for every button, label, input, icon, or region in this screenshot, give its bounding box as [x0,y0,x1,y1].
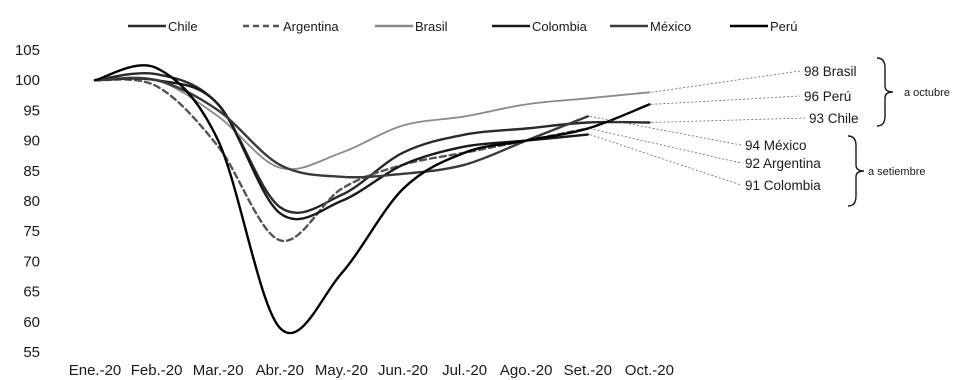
y-tick-label: 60 [23,314,40,331]
legend-label: Brasil [415,19,448,34]
series-line-argentina [93,78,589,243]
legend-label: Colombia [532,19,588,34]
annotation-leader [651,70,801,93]
series-line-peru [93,64,651,335]
x-tick-label: Jul.-20 [442,362,487,379]
y-tick-label: 80 [23,193,40,210]
annotation-label: 96 Perú [804,89,851,104]
x-tick-label: Jun.-20 [378,362,428,379]
group-brace [847,135,865,207]
x-tick-label: Oct.-20 [625,362,674,379]
legend-label: Argentina [283,19,339,34]
x-axis: Ene.-20 Feb.-20 Mar.-20 Abr.-20 May.-20 Jun.-… [69,362,674,379]
y-tick-label: 105 [15,42,40,59]
x-tick-label: Set.-20 [564,362,612,379]
legend-label: Perú [770,19,797,34]
annotation-leader [651,95,801,105]
annotation-label: 92 Argentina [745,156,821,171]
annotation-label: 94 México [745,138,807,153]
y-tick-label: 90 [23,133,40,150]
legend: Chile Argentina Brasil Colombia México Perú [128,19,797,34]
series-lines [93,64,651,335]
annotation-label: 93 Chile [809,111,859,126]
annotation-leader [589,128,742,164]
legend-label: México [650,19,691,34]
x-tick-label: Mar.-20 [193,362,244,379]
annotation-label: 91 Colombia [745,178,821,193]
y-tick-label: 85 [23,163,40,180]
group-label: a octubre [904,87,950,99]
annotation-label: 98 Brasil [804,64,857,79]
y-tick-label: 65 [23,284,40,301]
y-tick-label: 100 [15,72,40,89]
group-brace [876,57,894,127]
y-axis: 55 60 65 70 75 80 85 90 95 100 105 [15,42,40,361]
y-tick-label: 70 [23,253,40,270]
annotation-leader [589,134,742,186]
y-tick-label: 75 [23,223,40,240]
x-tick-label: Abr.-20 [256,362,304,379]
series-line-colombia [93,77,589,221]
series-line-mexico [93,76,589,179]
y-tick-label: 95 [23,102,40,119]
x-tick-label: Ago.-20 [500,362,553,379]
annotation-leader [651,117,806,123]
series-line-chile [93,72,651,214]
annotation-leader [589,116,742,146]
x-tick-label: May.-20 [315,362,368,379]
y-tick-label: 55 [23,344,40,361]
legend-label: Chile [168,19,198,34]
x-tick-label: Feb.-20 [131,362,183,379]
series-line-brasil [94,76,651,171]
x-tick-label: Ene.-20 [69,362,122,379]
group-label: a setiembre [868,166,925,178]
